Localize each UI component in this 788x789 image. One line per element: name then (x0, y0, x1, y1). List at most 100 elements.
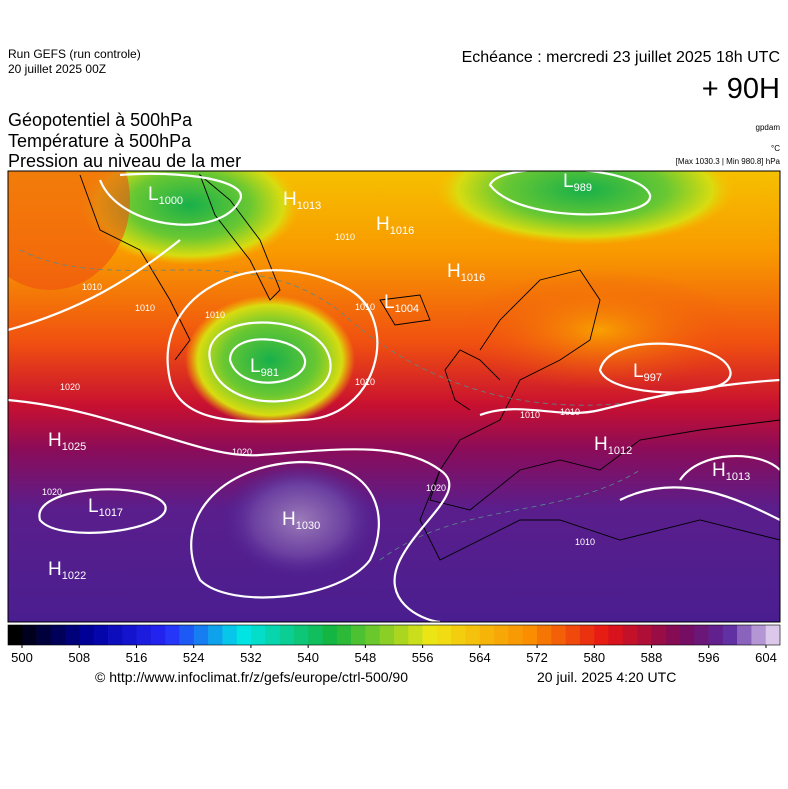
map: L1000 H1013L989H1016H1016L981L1004L997H10… (8, 171, 780, 622)
color-swatch (565, 625, 581, 645)
color-swatch (50, 625, 66, 645)
isobar (488, 171, 652, 216)
color-swatch (594, 625, 609, 645)
center-letter: H (283, 189, 297, 210)
isobar-label: 1010 (355, 377, 375, 387)
color-swatch (451, 625, 466, 645)
isobar-label: 1020 (60, 382, 80, 392)
pressure-center: L981 (250, 356, 279, 379)
color-swatch (265, 625, 280, 645)
center-pressure: 1030 (296, 520, 320, 532)
isobar-label: 1010 (205, 310, 225, 320)
tick-label: 564 (469, 650, 491, 665)
isobar (598, 342, 732, 394)
center-pressure: 989 (574, 182, 592, 194)
isobar (38, 488, 167, 534)
center-letter: H (376, 214, 390, 235)
colorbar-frame (7, 624, 781, 646)
color-swatch (165, 625, 180, 645)
center-letter: H (282, 509, 296, 530)
isobar (228, 338, 307, 384)
color-swatch (193, 625, 209, 645)
center-pressure: 1022 (62, 570, 86, 582)
isobar-label: 1010 (82, 282, 102, 292)
color-swatch (765, 625, 781, 645)
pressure-center: L1000 (148, 184, 183, 207)
pressure-center: L1017 (88, 496, 123, 519)
color-swatch (351, 625, 366, 645)
color-swatch (522, 625, 538, 645)
isobar (190, 460, 380, 599)
color-swatch (622, 625, 638, 645)
center-letter: H (447, 261, 461, 282)
center-letter: L (563, 171, 574, 192)
color-swatch (665, 625, 681, 645)
isobar-label: 1010 (335, 232, 355, 242)
center-pressure: 981 (261, 367, 279, 379)
isobar-label: 1010 (560, 407, 580, 417)
color-swatch (637, 625, 652, 645)
run-name: Run GEFS (run controle) (8, 47, 141, 61)
pressure-center: H1016 (447, 261, 485, 284)
field-area (80, 171, 300, 265)
tick-label: 524 (183, 650, 205, 665)
source-url: © http://www.infoclimat.fr/z/gefs/europe… (95, 669, 408, 685)
color-swatch (365, 625, 381, 645)
lead-time: + 90H (702, 73, 780, 105)
color-swatch (379, 625, 395, 645)
isobar-label: 1010 (520, 410, 540, 420)
color-swatch (308, 625, 323, 645)
color-swatch (751, 625, 767, 645)
isobar-label: 1020 (42, 487, 62, 497)
center-letter: L (384, 292, 395, 313)
color-swatch (479, 625, 495, 645)
isobar (166, 269, 379, 423)
center-pressure: 1025 (62, 441, 86, 453)
color-swatch (65, 625, 80, 645)
pressure-center: H1012 (594, 434, 632, 457)
color-swatch (422, 625, 438, 645)
color-swatch (436, 625, 452, 645)
pressure-centers: L1000 H1013L989H1016H1016L981L1004L997H10… (48, 171, 750, 582)
map-frame (7, 170, 781, 623)
center-pressure: 1012 (608, 445, 632, 457)
center-pressure: 1004 (395, 303, 419, 315)
coastline (79, 173, 780, 561)
isobar (98, 172, 243, 226)
color-swatch (708, 625, 724, 645)
title-line: Température à 500hPa (8, 131, 192, 151)
color-swatch (737, 625, 752, 645)
tick-label: 556 (412, 650, 434, 665)
title-line: Pression au niveau de la mer (8, 151, 241, 171)
center-pressure: 1016 (390, 225, 414, 237)
color-swatch (336, 625, 352, 645)
center-pressure: 1016 (461, 272, 485, 284)
colorbar: 500 508 516 524 532 540 548 556 564 572 580 588 596 6… (7, 624, 781, 665)
isobar-label: 1020 (426, 483, 446, 493)
center-pressure: 1013 (297, 200, 321, 212)
color-swatch (251, 625, 266, 645)
color-swatch (408, 625, 423, 645)
pressure-center: H1016 (376, 214, 414, 237)
tick-label: 572 (526, 650, 548, 665)
field-area (435, 171, 735, 245)
color-swatch (93, 625, 109, 645)
isobar-labels: 1010 1010 1010 1010 1010 1010 1010 1020 1020 1020… (42, 232, 595, 547)
color-swatch (536, 625, 552, 645)
color-swatch (293, 625, 309, 645)
tick-label: 532 (240, 650, 262, 665)
center-pressure: 1013 (726, 471, 750, 483)
pressure-center: H1013 (283, 189, 321, 212)
center-letter: H (712, 460, 726, 481)
field-area (8, 171, 130, 290)
color-swatch (551, 625, 566, 645)
color-swatch (150, 625, 166, 645)
color-swatch (651, 625, 666, 645)
isobar-label: 1010 (355, 302, 375, 312)
color-swatch (36, 625, 52, 645)
color-swatch (679, 625, 695, 645)
tick-label: 588 (641, 650, 663, 665)
tick-label: 548 (355, 650, 377, 665)
center-letter: H (48, 559, 62, 580)
